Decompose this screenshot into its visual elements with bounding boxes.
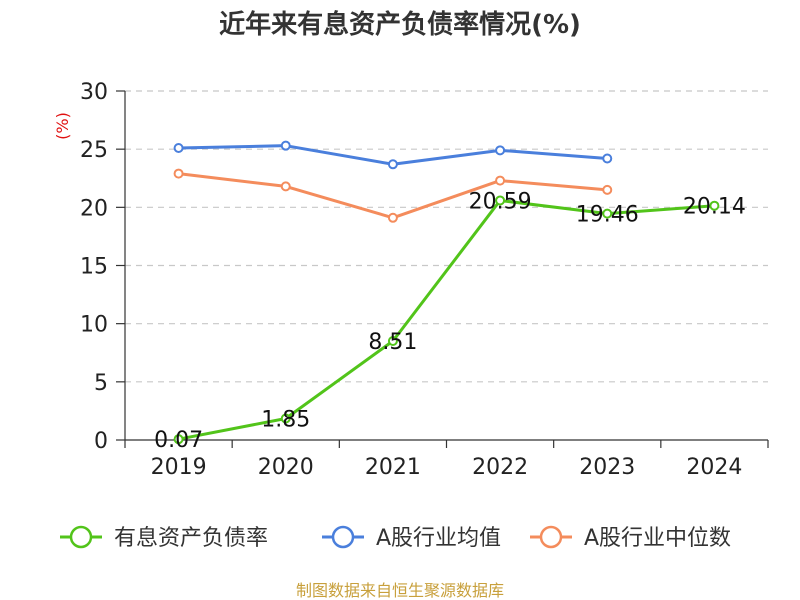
data-label: 19.46 bbox=[576, 203, 639, 228]
y-unit-label: (%) bbox=[53, 112, 72, 140]
data-point bbox=[173, 168, 184, 179]
y-tick-label: 20 bbox=[80, 196, 108, 221]
y-tick-label: 15 bbox=[80, 255, 108, 280]
data-point bbox=[495, 175, 506, 186]
axes: 0 5 10 15 20 25 30 2019 2020 2021 2022 2023 2024 bbox=[80, 80, 769, 480]
y-tick-label: 30 bbox=[80, 80, 108, 105]
x-tick-label: 2020 bbox=[258, 455, 314, 480]
x-tick-label: 2019 bbox=[151, 455, 207, 480]
chart-title: 近年来有息资产负债率情况(%) bbox=[219, 9, 581, 40]
data-point bbox=[280, 413, 291, 424]
x-tick-label: 2021 bbox=[365, 455, 421, 480]
data-label: 1.85 bbox=[261, 407, 310, 432]
legend-marker bbox=[69, 525, 93, 549]
data-point bbox=[280, 181, 291, 192]
legend-label: A股行业均值 bbox=[376, 526, 501, 551]
data-label: 20.59 bbox=[469, 189, 532, 214]
source-note: 制图数据来自恒生聚源数据库 bbox=[296, 581, 504, 600]
data-point bbox=[387, 336, 398, 347]
data-point bbox=[709, 200, 720, 211]
series-line bbox=[178, 172, 608, 220]
grid-lines bbox=[125, 90, 768, 383]
y-tick-label: 5 bbox=[94, 371, 108, 396]
legend-marker bbox=[539, 525, 563, 549]
data-point bbox=[280, 140, 291, 151]
data-point bbox=[495, 195, 506, 206]
data-point bbox=[602, 153, 613, 164]
data-point bbox=[602, 184, 613, 195]
x-tick-label: 2023 bbox=[579, 455, 635, 480]
data-point bbox=[387, 212, 398, 223]
y-tick-label: 25 bbox=[80, 138, 108, 163]
series-line bbox=[178, 198, 715, 441]
data-point bbox=[173, 143, 184, 154]
x-tick-label: 2022 bbox=[472, 455, 528, 480]
data-label: 20.14 bbox=[683, 195, 746, 220]
data-point bbox=[173, 434, 184, 445]
legend: 有息资产负债率 A股行业均值 A股行业中位数 bbox=[60, 525, 731, 551]
legend-marker bbox=[331, 525, 355, 549]
data-point bbox=[387, 159, 398, 170]
x-tick-label: 2024 bbox=[686, 455, 742, 480]
data-point bbox=[495, 145, 506, 156]
y-tick-label: 0 bbox=[94, 429, 108, 454]
data-labels: 0.07 1.85 8.51 20.59 19.46 20.14 bbox=[154, 189, 746, 453]
legend-label: 有息资产负债率 bbox=[114, 526, 268, 551]
data-label: 0.07 bbox=[154, 428, 203, 453]
legend-label: A股行业中位数 bbox=[584, 526, 731, 551]
y-tick-label: 10 bbox=[80, 313, 108, 338]
data-label: 8.51 bbox=[368, 330, 417, 355]
data-point bbox=[602, 208, 613, 219]
series-layer bbox=[173, 140, 720, 445]
